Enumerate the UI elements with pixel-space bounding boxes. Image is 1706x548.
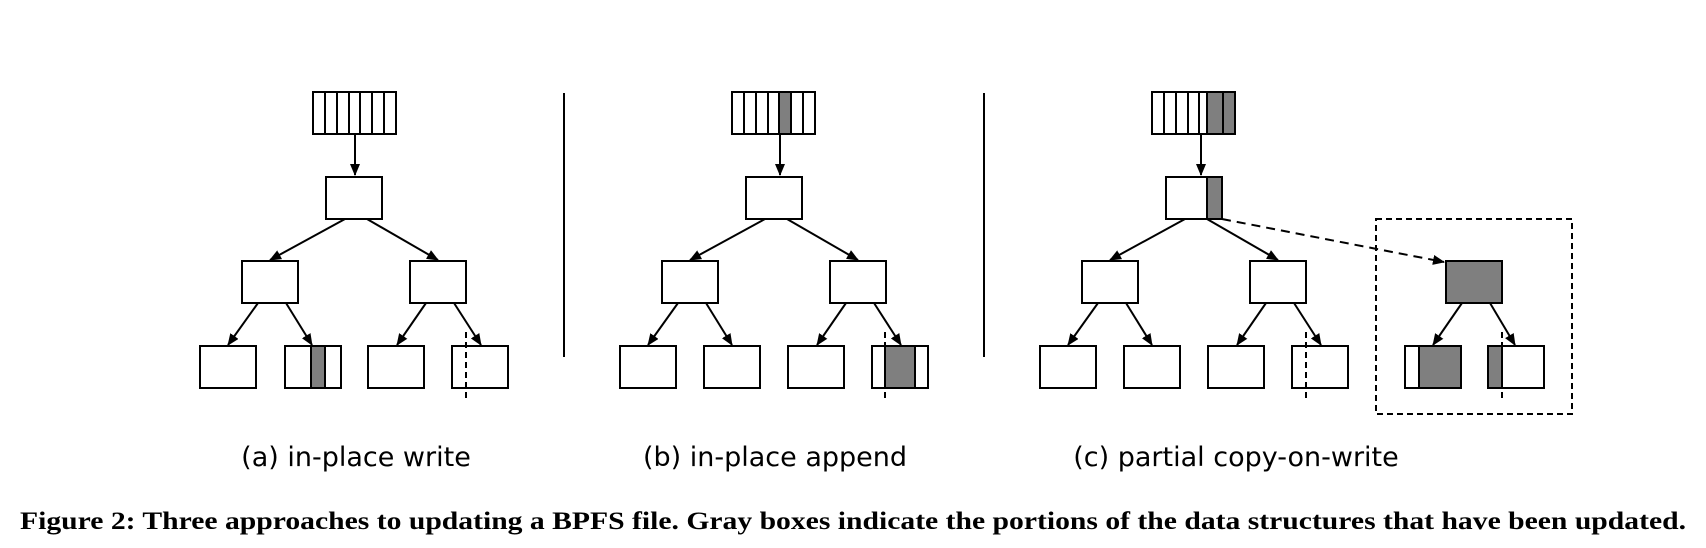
panel-c-copy-region-box — [1375, 218, 1573, 415]
panel-c-inode-array — [1151, 91, 1236, 135]
panel-c-root-node-updated — [1165, 176, 1223, 220]
subcaption-a: (a) in-place write — [241, 442, 471, 473]
panel-c-leaf-1 — [1039, 345, 1097, 389]
panel-c-leaf-2 — [1123, 345, 1181, 389]
panel-a-leaf-4 — [451, 345, 509, 389]
panel-c-copied-subtree — [1375, 218, 1573, 415]
panel-b-internal-node-left — [661, 260, 719, 304]
figure-caption: Figure 2: Three approaches to updating a… — [20, 508, 1686, 535]
panel-a-internal-node-right — [409, 260, 467, 304]
panel-a-leaf-1 — [199, 345, 257, 389]
panel-b-root-node — [745, 176, 803, 220]
panel-c-copy-pointer — [1221, 218, 1445, 265]
panel-b-leaf-3 — [787, 345, 845, 389]
subcaption-b: (b) in-place append — [643, 442, 907, 473]
panel-b-internal-node-right — [829, 260, 887, 304]
panel-b-leaf-1 — [619, 345, 677, 389]
panel-b-in-place-append — [619, 91, 929, 400]
panel-c-internal-node-right — [1249, 260, 1307, 304]
panel-a-root-node — [325, 176, 383, 220]
panel-c-copied-leaf-2 — [1487, 345, 1545, 389]
panel-b-leaf-2 — [703, 345, 761, 389]
panel-c-partial-copy-on-write — [1039, 91, 1573, 415]
panel-a-leaf-2-updated — [284, 345, 342, 389]
panel-a-inode-array — [312, 91, 397, 135]
panel-b-leaf-4-appended — [871, 345, 929, 389]
panel-c-copied-node — [1445, 260, 1503, 304]
panel-c-leaf-3 — [1207, 345, 1265, 389]
panel-c-copied-leaf-1 — [1404, 345, 1462, 389]
panel-c-internal-node-left — [1081, 260, 1139, 304]
panel-b-inode-array — [731, 91, 816, 135]
panel-a-leaf-3 — [367, 345, 425, 389]
panel-c-leaf-4 — [1291, 345, 1349, 389]
subcaption-c: (c) partial copy-on-write — [1073, 442, 1399, 473]
panel-a-internal-node-left — [241, 260, 299, 304]
panel-a-in-place-write — [199, 91, 509, 400]
